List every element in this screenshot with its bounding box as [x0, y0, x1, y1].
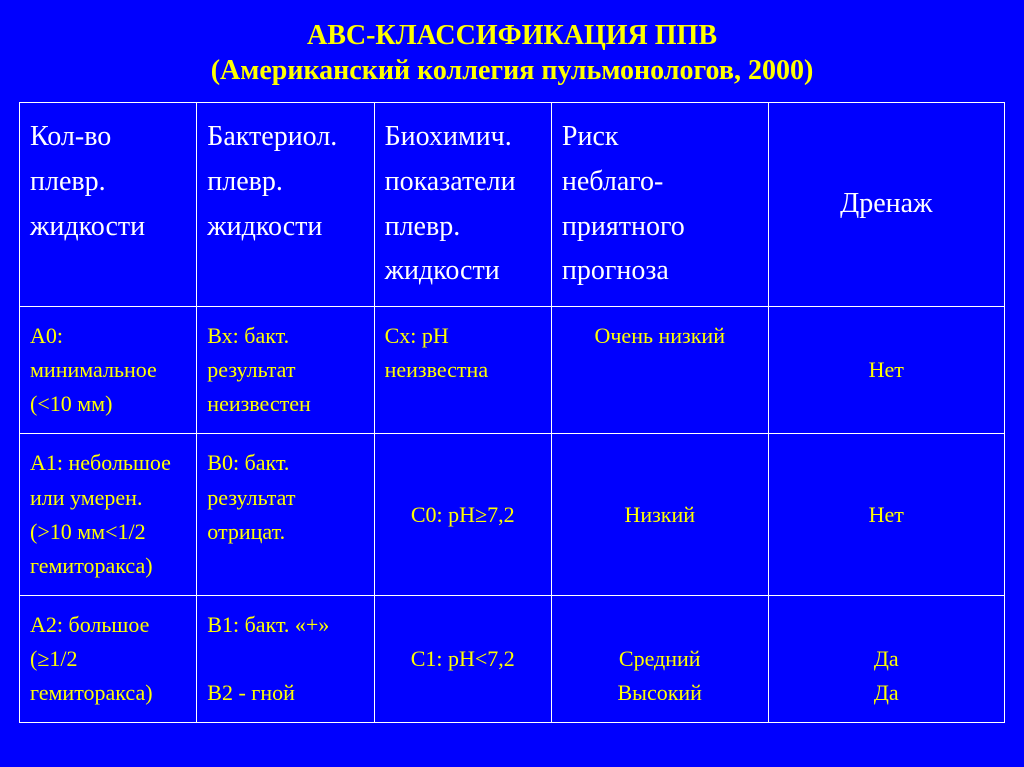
cell-drainage-no-2: Нет: [768, 434, 1004, 595]
cell-cx: Сх: рН неизвестна: [374, 307, 551, 434]
cell-c0: С0: рН≥7,2: [374, 434, 551, 595]
cell-b0: В0: бакт. результат отрицат.: [197, 434, 374, 595]
table-row: А0: минимальное (<10 мм) Вх: бакт. резул…: [20, 307, 1005, 434]
cell-risk-low: Низкий: [551, 434, 768, 595]
header-quantity: Кол-во плевр. жидкости: [20, 103, 197, 307]
cell-bx: Вх: бакт. результат неизвестен: [197, 307, 374, 434]
header-drainage: Дренаж: [768, 103, 1004, 307]
header-risk: Риск неблаго-приятного прогноза: [551, 103, 768, 307]
slide-title: АВС-КЛАССИФИКАЦИЯ ППВ (Американский колл…: [0, 0, 1024, 102]
header-bacteriology: Бактериол. плевр. жидкости: [197, 103, 374, 307]
cell-a2: А2: большое (≥1/2 гемиторакса): [20, 595, 197, 722]
title-line2: (Американский коллегия пульмонологов, 20…: [211, 55, 814, 86]
cell-drainage-yes: Да Да: [768, 595, 1004, 722]
table-row: А1: небольшое или умерен. (>10 мм<1/2 ге…: [20, 434, 1005, 595]
cell-c1: С1: рН<7,2: [374, 595, 551, 722]
header-biochemistry: Биохимич. показатели плевр. жидкости: [374, 103, 551, 307]
cell-risk-very-low: Очень низкий: [551, 307, 768, 434]
cell-b1-b2: В1: бакт. «+» В2 - гной: [197, 595, 374, 722]
table-header-row: Кол-во плевр. жидкости Бактериол. плевр.…: [20, 103, 1005, 307]
cell-drainage-no-1: Нет: [768, 307, 1004, 434]
title-line1: АВС-КЛАССИФИКАЦИЯ ППВ: [307, 20, 717, 51]
cell-risk-med-high: Средний Высокий: [551, 595, 768, 722]
cell-a1: А1: небольшое или умерен. (>10 мм<1/2 ге…: [20, 434, 197, 595]
table-row: А2: большое (≥1/2 гемиторакса) В1: бакт.…: [20, 595, 1005, 722]
cell-a0: А0: минимальное (<10 мм): [20, 307, 197, 434]
classification-table: Кол-во плевр. жидкости Бактериол. плевр.…: [19, 102, 1005, 723]
